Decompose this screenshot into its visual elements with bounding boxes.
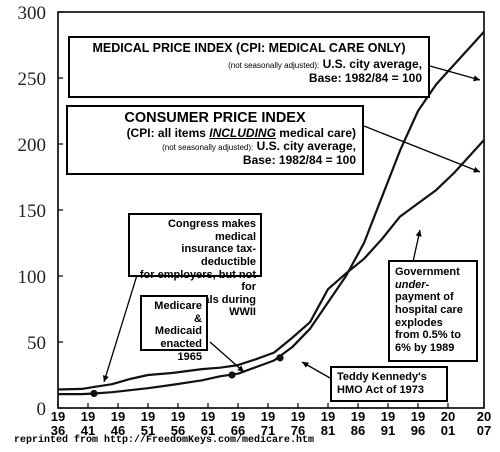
y-tick-label: 150 <box>18 201 47 222</box>
medical-box-mid: U.S. city average, <box>322 57 422 72</box>
x-tick-label-century: 19 <box>411 409 425 424</box>
congress-line-3: for employers, but not for <box>139 268 256 294</box>
hmo-act-annotation: Teddy Kennedy's HMO Act of 1973 <box>330 366 448 402</box>
x-tick-label-century: 19 <box>321 409 335 424</box>
gov-line-4: hospital care <box>395 303 463 316</box>
medicare-line-1: Medicare & <box>154 300 202 325</box>
x-tick-label-year: 66 <box>231 423 245 438</box>
x-tick-label-year: 01 <box>441 423 455 438</box>
x-tick-label-year: 81 <box>321 423 335 438</box>
cpi-box-title: CONSUMER PRICE INDEX <box>124 110 306 126</box>
x-tick-label-century: 19 <box>171 409 185 424</box>
x-tick-label-century: 19 <box>351 409 365 424</box>
x-tick-label-year: 91 <box>381 423 395 438</box>
medicare-line-2: Medicaid <box>154 325 202 338</box>
cpi-box-pointer-head <box>473 166 480 173</box>
medical-box-line2: (not seasonally adjusted): U.S. city ave… <box>76 57 422 72</box>
x-tick-label-century: 19 <box>201 409 215 424</box>
y-tick-label: 0 <box>37 399 47 420</box>
gov-line-6: from 0.5% to <box>395 329 462 342</box>
gov-line-5: explodes <box>395 316 443 329</box>
y-tick-label: 100 <box>18 267 47 288</box>
congress-line-1: Congress makes medical <box>167 218 256 243</box>
cpi-box-line2-post: medical care) <box>279 125 356 140</box>
source-footer: reprinted from http://FreedomKeys.com/me… <box>14 435 315 446</box>
x-tick-label-century: 19 <box>261 409 275 424</box>
gov-line-3: payment of <box>395 291 454 304</box>
medical-box-small: (not seasonally adjusted): <box>228 61 320 71</box>
medicare-line-4: 1965 <box>177 350 202 363</box>
x-tick-label-century: 19 <box>51 409 65 424</box>
x-tick-label-year: 71 <box>261 423 275 438</box>
series-lines <box>57 31 485 398</box>
cpi-box-line2-pre: (CPI: all items <box>126 125 206 140</box>
medicare-line-3: enacted <box>160 337 202 350</box>
cpi-box-pointer <box>363 125 481 173</box>
cpi-box-line2-em: INCLUDING <box>209 125 276 140</box>
event-point-wwii <box>90 389 98 398</box>
x-tick-label-year: 56 <box>171 423 185 438</box>
medical-box-pointer-head <box>473 75 480 82</box>
congress-annotation: Congress makes medical insurance tax-ded… <box>128 213 262 318</box>
x-tick-label-century: 19 <box>381 409 395 424</box>
congress-pointer-head <box>102 375 109 382</box>
x-tick-label-year: 41 <box>81 423 95 438</box>
y-tick-label: 300 <box>18 3 47 24</box>
x-tick-label-year: 76 <box>291 423 305 438</box>
hmo-pointer-head <box>302 362 309 368</box>
x-tick-label-year: 07 <box>477 423 491 438</box>
consumer-price-index-box: CONSUMER PRICE INDEX (CPI: all items INC… <box>66 105 364 175</box>
x-tick-label-year: 96 <box>411 423 425 438</box>
gov-line-7: 6% by 1989 <box>395 341 455 354</box>
medicare-annotation: Medicare & Medicaid enacted 1965 <box>140 295 208 363</box>
medical-price-index-line <box>58 31 485 396</box>
gov-line-1: Government <box>395 266 460 278</box>
y-tick-label: 250 <box>18 69 47 90</box>
government-underpayment-annotation: Government under- payment of hospital ca… <box>388 260 478 362</box>
x-tick-label-century: 20 <box>477 409 491 424</box>
medical-box-base: Base: 1982/84 = 100 <box>308 71 422 86</box>
medical-box-pointer <box>429 65 481 81</box>
cpi-box-mid: U.S. city average, <box>256 139 356 154</box>
gov-line-2: under- <box>395 278 430 291</box>
x-tick-label-year: 51 <box>141 423 155 438</box>
medical-price-index-box: MEDICAL PRICE INDEX (CPI: MEDICAL CARE O… <box>68 36 430 98</box>
x-tick-label-year: 86 <box>351 423 365 438</box>
x-tick-label-year: 46 <box>111 423 125 438</box>
consumer-price-index-line <box>57 139 485 391</box>
cpi-box-small: (not seasonally adjusted): <box>162 143 254 153</box>
x-tick-label-century: 19 <box>291 409 305 424</box>
y-tick-label: 200 <box>18 135 47 156</box>
tick-labels: 0501001502002503001936194119461951195619… <box>18 3 492 438</box>
chart-axes <box>57 11 485 409</box>
event-point-medicare <box>228 371 236 379</box>
hmo-line-2: HMO Act of 1973 <box>337 383 425 396</box>
x-tick-label-year: 61 <box>201 423 215 438</box>
x-tick-label-century: 19 <box>141 409 155 424</box>
event-point-hmo <box>276 354 284 362</box>
cpi-box-line3: (not seasonally adjusted): U.S. city ave… <box>74 140 356 154</box>
x-tick-label-century: 19 <box>231 409 245 424</box>
x-tick-label-century: 20 <box>441 409 455 424</box>
hmo-line-1: Teddy Kennedy's <box>337 371 427 383</box>
x-tick-label-century: 19 <box>81 409 95 424</box>
medical-box-title: MEDICAL PRICE INDEX (CPI: MEDICAL CARE O… <box>92 41 406 55</box>
congress-line-2: insurance tax-deductible <box>181 243 256 268</box>
medicare-pointer <box>209 341 245 373</box>
x-tick-label-year: 36 <box>51 423 65 438</box>
medicare-pointer-head <box>237 365 244 372</box>
cpi-box-line2: (CPI: all items INCLUDING medical care) <box>74 125 356 141</box>
y-tick-label: 50 <box>27 333 46 354</box>
cpi-box-base: Base: 1982/84 = 100 <box>242 153 356 168</box>
government-pointer-head <box>415 230 422 237</box>
x-tick-label-century: 19 <box>111 409 125 424</box>
